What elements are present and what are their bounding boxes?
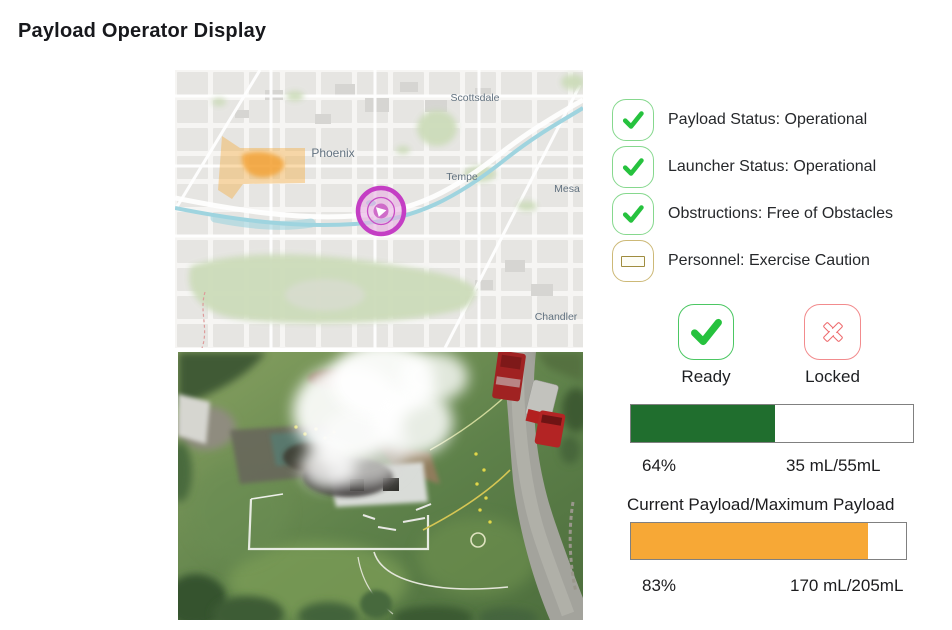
- caution-dash-icon: [621, 255, 645, 267]
- check-icon: [622, 205, 644, 223]
- hazard-zone-inner: [241, 151, 285, 178]
- payload-capacity-bar: [630, 522, 907, 560]
- status-label-payload: Payload Status: Operational: [668, 111, 868, 128]
- x-icon: [822, 322, 843, 342]
- aerial-fire-photo: [166, 342, 590, 630]
- check-icon: [622, 111, 644, 129]
- label-scottsdale: Scottsdale: [450, 92, 499, 104]
- payload-capacity-percent: 83%: [642, 576, 677, 595]
- fire-engine: [534, 410, 566, 448]
- label-phoenix: Phoenix: [311, 146, 354, 160]
- status-icon-personnel: [612, 240, 654, 282]
- status-icon-payload: [612, 99, 654, 141]
- map-river-wide: [210, 213, 316, 230]
- photo-picket-fence: [247, 493, 430, 551]
- fluid-level-bar: [630, 404, 914, 443]
- map-viewport[interactable]: Scottsdale Phoenix Tempe Mesa Chandler: [173, 69, 585, 349]
- map-dense-blocks: [235, 82, 553, 296]
- map-trail: [201, 291, 206, 349]
- locked-indicator: [804, 304, 861, 360]
- photo-smoke: [293, 342, 468, 489]
- page-title: Payload Operator Display: [18, 20, 267, 42]
- status-icon-launcher: [612, 146, 654, 188]
- fluid-level-bar-fill: [631, 405, 775, 442]
- label-chandler: Chandler: [535, 311, 578, 323]
- label-tempe: Tempe: [446, 171, 478, 183]
- target-marker[interactable]: [355, 185, 407, 237]
- map-city-labels: Scottsdale Phoenix Tempe Mesa Chandler: [311, 92, 580, 323]
- fluid-level-percent: 64%: [642, 456, 677, 475]
- map-freeway: [174, 97, 585, 220]
- map-mountain-patch: [285, 279, 365, 311]
- photo-fire-trucks: [492, 350, 566, 448]
- photo-barn-roof: [178, 394, 210, 444]
- payload-gauge-title: Current Payload/Maximum Payload: [627, 495, 895, 514]
- status-icon-obstructions: [612, 193, 654, 235]
- drone-camera-feed: [166, 342, 590, 630]
- fluid-level-amount: 35 mL/55mL: [786, 456, 881, 475]
- locked-label: Locked: [805, 367, 860, 386]
- label-mesa: Mesa: [554, 183, 580, 195]
- ladder-truck: [492, 350, 526, 402]
- photo-trees-topleft: [178, 352, 266, 407]
- payload-capacity-amount: 170 mL/205mL: [790, 576, 904, 595]
- check-icon: [691, 318, 722, 346]
- status-label-obstructions: Obstructions: Free of Obstacles: [668, 205, 893, 222]
- payload-capacity-bar-fill: [631, 523, 868, 559]
- marker-arrow-icon: [375, 207, 387, 217]
- ready-indicator: [678, 304, 734, 360]
- check-icon: [622, 158, 644, 176]
- status-label-personnel: Personnel: Exercise Caution: [668, 252, 870, 269]
- photo-debris: [362, 503, 432, 531]
- status-label-launcher: Launcher Status: Operational: [668, 158, 877, 175]
- ready-label: Ready: [681, 367, 731, 386]
- map-canvas: Scottsdale Phoenix Tempe Mesa Chandler: [173, 69, 585, 349]
